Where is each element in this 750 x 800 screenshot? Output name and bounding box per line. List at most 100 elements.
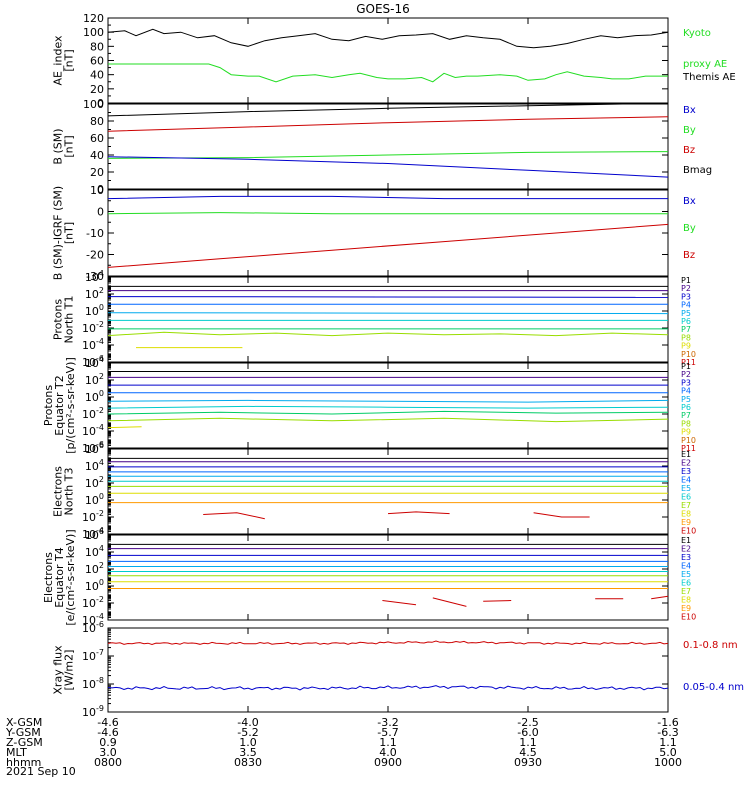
y-tick-label: 100 (83, 98, 104, 111)
y-tick-label: 100 (85, 492, 104, 507)
ephem-value: 0800 (94, 756, 122, 769)
ephem-value: 1.0 (239, 736, 257, 749)
legend-label: E5 (681, 570, 691, 579)
y-tick-label: 106 (85, 527, 104, 542)
y-axis-label: [nT] (63, 49, 76, 71)
y-tick-label: 104 (85, 458, 104, 473)
legend-label: E8 (681, 510, 691, 519)
y-tick-label: 10-6 (82, 620, 104, 635)
panel-frame (107, 17, 669, 104)
ephem-value: -6.0 (517, 726, 538, 739)
y-tick-label: 102 (85, 372, 104, 387)
legend-label: E7 (681, 587, 691, 596)
y-tick-label: 10 (90, 184, 104, 197)
y-tick-label: 60 (90, 132, 104, 145)
legend-label: E6 (681, 579, 691, 588)
y-axis-label: [nT] (63, 135, 76, 157)
y-axis-label: B (SM) (52, 128, 65, 164)
series-line-e10e (651, 595, 669, 600)
y-tick-label: 20 (90, 166, 104, 179)
series-line-bz (107, 223, 669, 268)
legend-label: P2 (681, 370, 691, 379)
date-label: 2021 Sep 10 (6, 765, 76, 778)
legend-label: Bmag (683, 165, 712, 176)
legend-label: E9 (681, 604, 691, 613)
y-tick-label: 0 (97, 183, 104, 196)
legend-label: E1 (681, 450, 691, 459)
legend-label: By (683, 125, 696, 136)
series-line-bx (107, 156, 669, 178)
y-tick-label: 40 (90, 69, 104, 82)
legend-label: E7 (681, 501, 691, 510)
panel-frame (107, 627, 669, 713)
y-axis-label: Electrons (52, 466, 65, 517)
legend-label: P11 (681, 444, 696, 453)
ephem-value: -6.3 (657, 726, 678, 739)
series-line-e10c (533, 512, 590, 518)
y-tick-label: 10-2 (82, 406, 104, 421)
series-line-p3 (107, 296, 669, 298)
y-tick-label: 10-8 (82, 676, 104, 691)
series-line-0-1-0-8-nm (107, 640, 669, 646)
series-line-bx (107, 195, 668, 200)
panel-frame (107, 103, 669, 190)
legend-label: P3 (681, 292, 691, 301)
y-axis-label: Equator T2 (53, 375, 66, 435)
y-tick-label: 10-4 (82, 337, 104, 352)
legend-label: P8 (681, 333, 691, 342)
series-line-by (107, 212, 668, 215)
legend-label: P3 (681, 378, 691, 387)
y-tick-label: 0 (97, 206, 104, 219)
legend-label: E3 (681, 553, 691, 562)
series-line-kyoto-proxy-ae (108, 63, 668, 83)
plot-title: GOES-16 (356, 2, 410, 16)
series-line-0-05-0-4-nm (107, 685, 669, 691)
ephem-row-label: MLT (6, 746, 27, 759)
series-line-by (107, 151, 669, 159)
ephem-value: 3.0 (99, 746, 117, 759)
ephemeris-table: X-GSMY-GSMZ-GSMMLThhmm-4.6-4.60.93.00800… (5, 716, 682, 769)
ephem-value: -2.5 (517, 716, 538, 729)
y-axis-label: Xray flux (52, 645, 65, 695)
legend-label: 0.1-0.8 nm (683, 640, 738, 651)
y-tick-label: 80 (90, 115, 104, 128)
legend-label: 0.05-0.4 nm (683, 682, 744, 693)
panel-frame (107, 189, 669, 277)
y-tick-label: 102 (85, 561, 104, 576)
y-tick-label: 120 (83, 12, 104, 25)
ephem-value: 1000 (654, 756, 682, 769)
y-axis-label: [nT] (63, 222, 76, 244)
ephem-row-label: hhmm (6, 756, 41, 769)
y-tick-label: -20 (86, 249, 104, 262)
y-tick-label: 10-2 (82, 509, 104, 524)
series-line-p6 (107, 405, 669, 409)
y-tick-label: 106 (85, 441, 104, 456)
ephem-value: 1.1 (519, 736, 537, 749)
y-tick-label: 104 (85, 544, 104, 559)
legend-label: P2 (681, 284, 691, 293)
panel-frame (107, 534, 669, 621)
ephem-value: 4.0 (379, 746, 397, 759)
legend-label: P4 (681, 301, 691, 310)
y-tick-label: 0 (97, 97, 104, 110)
ephem-value: 0930 (514, 756, 542, 769)
legend-label: Bz (683, 250, 695, 261)
legend-label: P9 (681, 428, 691, 437)
panel-frame (107, 276, 669, 363)
legend-label: E6 (681, 493, 691, 502)
ephem-value: -5.7 (377, 726, 398, 739)
series-line-p5 (107, 399, 669, 403)
y-axis-label: North T1 (63, 296, 76, 344)
y-tick-label: 100 (85, 303, 104, 318)
y-axis-label: North T3 (63, 468, 76, 516)
legend-label: E4 (681, 476, 691, 485)
y-tick-label: 100 (83, 26, 104, 39)
legend-label: E3 (681, 467, 691, 476)
legend-label: E8 (681, 596, 691, 605)
